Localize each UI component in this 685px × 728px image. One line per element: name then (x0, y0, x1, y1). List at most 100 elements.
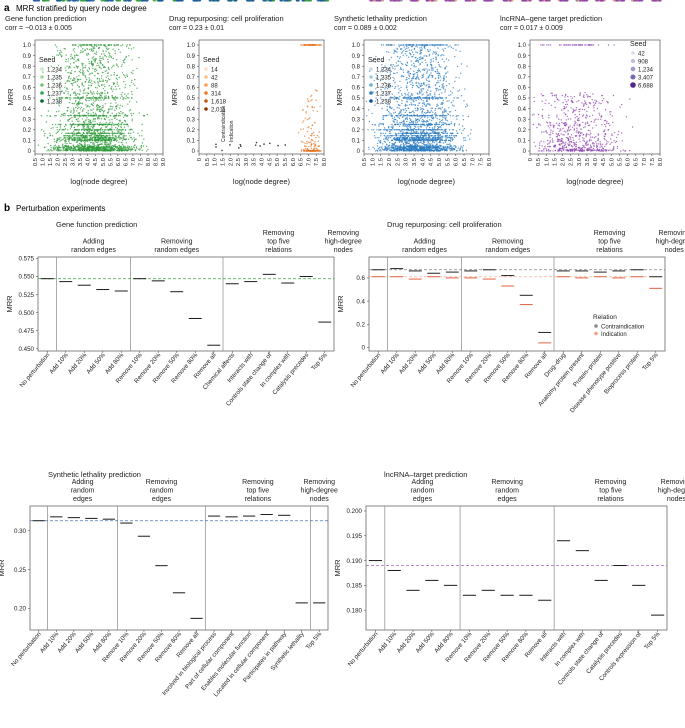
scatter-point (405, 94, 407, 96)
scatter-point (411, 104, 413, 106)
scatter-point (311, 94, 313, 97)
scatter-point (97, 129, 99, 131)
y-tick-label: 0.3 (352, 117, 361, 123)
scatter-point (408, 92, 410, 94)
scatter-point (74, 56, 76, 58)
scatter-point (87, 123, 90, 125)
scatter-point (390, 56, 393, 59)
scatter-point (133, 137, 135, 139)
scatter-point (427, 138, 429, 140)
scatter-point (92, 111, 95, 114)
scatter-point (409, 117, 411, 120)
scatter-point (120, 123, 123, 126)
scatter-point (398, 112, 401, 115)
scatter-point (401, 132, 403, 134)
scatter-point (391, 93, 393, 96)
scatter-point (374, 137, 376, 139)
scatter-point (392, 146, 395, 148)
scatter-point (129, 147, 131, 149)
scatter-point (373, 135, 376, 137)
scatter-point (130, 97, 133, 99)
scatter-point (128, 47, 130, 49)
scatter-point (97, 84, 100, 86)
scatter-point (384, 132, 387, 134)
scatter-point (111, 86, 113, 88)
scatter-point (439, 96, 441, 98)
scatter-point (312, 149, 315, 151)
scatter-point (111, 95, 113, 97)
scatter-point (305, 145, 307, 148)
scatter-point (105, 97, 108, 99)
scatter-point (314, 144, 316, 146)
scatter-point (69, 132, 71, 134)
scatter-point (300, 140, 303, 143)
scatter-point (297, 132, 300, 134)
scatter-point (103, 84, 105, 86)
scatter-point (100, 132, 103, 134)
scatter-point (83, 139, 86, 142)
scatter-point (54, 115, 56, 117)
scatter-point (416, 123, 418, 126)
scatter-point (462, 119, 465, 121)
scatter-point (116, 97, 119, 99)
scatter-point (92, 50, 94, 52)
scatter-point (47, 148, 49, 151)
scatter-point (58, 110, 60, 112)
x-tick-label: 3.0 (244, 158, 250, 166)
scatter-point (101, 143, 103, 145)
scatter-point (116, 137, 118, 139)
scatter-point (445, 139, 448, 142)
scatter-point (439, 120, 441, 123)
scatter-point (422, 121, 424, 123)
scatter-point (404, 141, 406, 143)
scatter-point (66, 96, 68, 99)
scatter-point (103, 123, 105, 126)
scatter-point (80, 139, 82, 142)
scatter-point (87, 70, 89, 73)
scatter-point (55, 132, 57, 134)
x-tick-label: 4.5 (93, 158, 99, 166)
scatter-point (465, 149, 468, 151)
x-tick-label: 0 (197, 158, 203, 161)
scatter-point (402, 63, 404, 65)
scatter-point (300, 149, 302, 151)
scatter-point (438, 126, 440, 129)
y-tick-label: 0.8 (23, 64, 32, 70)
scatter-point (309, 150, 311, 152)
scatter-point (123, 119, 126, 122)
scatter-point (78, 103, 80, 105)
scatter-point (411, 56, 413, 58)
scatter-point (67, 120, 69, 122)
scatter-point (313, 106, 315, 109)
scatter-point (398, 107, 400, 109)
scatter-point (72, 107, 75, 109)
scatter-point (68, 147, 70, 149)
scatter-point (121, 143, 124, 146)
scatter-point (450, 90, 452, 92)
scatter-point (125, 56, 127, 59)
scatter-point (76, 141, 79, 143)
scatter-point (93, 125, 95, 128)
scatter-point (394, 138, 396, 140)
scatter-point (132, 72, 134, 75)
scatter-point (70, 55, 72, 57)
scatter-point (406, 47, 408, 50)
scatter-point (425, 105, 427, 107)
scatter-point (50, 65, 52, 67)
scatter-point (385, 115, 388, 117)
scatter-point (74, 101, 77, 103)
x-tick-label: 2.5 (236, 158, 242, 166)
scatter-point (400, 76, 402, 78)
scatter-point (439, 129, 441, 131)
scatter-point (303, 150, 305, 152)
scatter-point (105, 79, 107, 82)
scatter-point (454, 56, 456, 58)
scatter-point (386, 150, 388, 152)
scatter-point (445, 97, 447, 99)
scatter-point (42, 71, 44, 73)
scatter-point (115, 106, 117, 108)
scatter-point (123, 62, 126, 64)
scatter-point (426, 97, 428, 100)
scatter-point (382, 132, 384, 134)
scatter-point (406, 123, 408, 126)
